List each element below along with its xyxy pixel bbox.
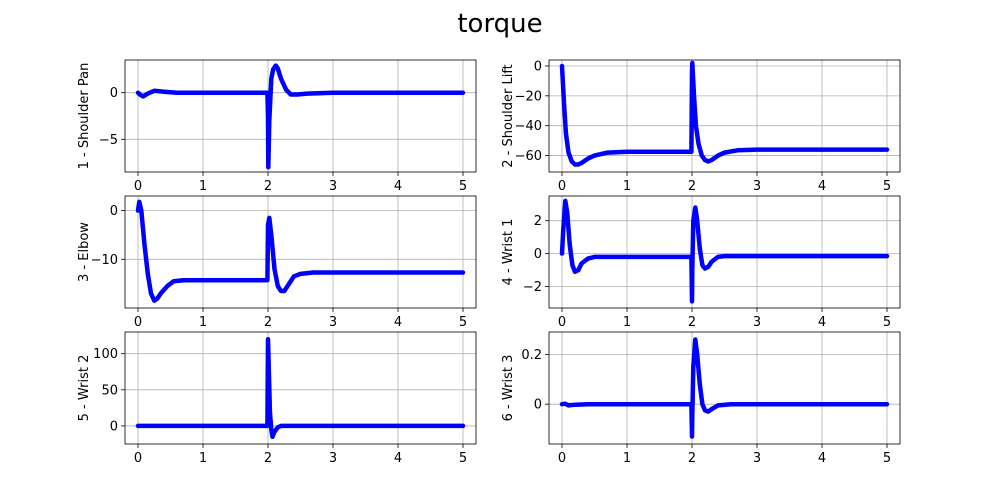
y-tick-label: −40 bbox=[515, 119, 542, 134]
x-tick-label: 2 bbox=[264, 179, 272, 194]
x-tick-label: 1 bbox=[623, 179, 631, 194]
x-tick-label: 1 bbox=[199, 315, 207, 330]
x-tick-label: 3 bbox=[329, 179, 337, 194]
y-tick-label: 0 bbox=[110, 86, 118, 101]
x-tick-label: 4 bbox=[818, 179, 826, 194]
series-line-1 bbox=[135, 63, 466, 170]
y-tick-label: 0 bbox=[534, 247, 542, 262]
x-tick-label: 2 bbox=[264, 315, 272, 330]
x-tick-label: 0 bbox=[134, 315, 142, 330]
x-tick-label: 4 bbox=[394, 451, 402, 466]
y-tick-label: 0 bbox=[110, 204, 118, 219]
x-tick-label: 0 bbox=[558, 179, 566, 194]
x-tick-label: 5 bbox=[883, 315, 891, 330]
axes-frame bbox=[124, 59, 477, 173]
subplot-4: 0 1 2 3 4 5 2 0 −2 4 - Wrist 1 bbox=[501, 195, 901, 330]
subplot-2: 0 1 2 3 4 5 0 −20 −40 −602 - Shoulder Lift bbox=[501, 59, 901, 194]
x-tick-label: 0 bbox=[134, 179, 142, 194]
x-tick-label: 4 bbox=[394, 179, 402, 194]
x-tick-label: 5 bbox=[459, 451, 467, 466]
y-tick-label: 2 bbox=[534, 214, 542, 229]
x-tick-label: 5 bbox=[459, 315, 467, 330]
x-tick-label: 3 bbox=[329, 451, 337, 466]
axes-frame bbox=[124, 331, 477, 445]
x-tick-label: 0 bbox=[558, 451, 566, 466]
y-axis-label: 2 - Shoulder Lift bbox=[501, 64, 516, 168]
y-tick-label: −10 bbox=[91, 253, 118, 268]
series-line-1 bbox=[559, 337, 890, 439]
y-tick-label: −20 bbox=[515, 89, 542, 104]
x-tick-label: 1 bbox=[623, 315, 631, 330]
x-tick-label: 2 bbox=[688, 179, 696, 194]
axes-frame bbox=[548, 59, 901, 173]
y-axis-label: 1 - Shoulder Pan bbox=[77, 63, 92, 170]
x-tick-label: 3 bbox=[753, 451, 761, 466]
x-tick-label: 4 bbox=[394, 315, 402, 330]
x-tick-label: 0 bbox=[558, 315, 566, 330]
subplot-6: 0 1 2 3 4 5 0.2 0 6 - Wrist 3 bbox=[501, 331, 901, 466]
series-line-1 bbox=[559, 60, 890, 167]
x-tick-label: 3 bbox=[753, 179, 761, 194]
y-tick-label: −5 bbox=[99, 133, 118, 148]
x-tick-label: 5 bbox=[883, 451, 891, 466]
series-line-1 bbox=[135, 336, 466, 440]
y-axis-label: 4 - Wrist 1 bbox=[501, 219, 516, 286]
x-tick-label: 1 bbox=[199, 451, 207, 466]
x-tick-label: 5 bbox=[459, 179, 467, 194]
y-tick-label: 0 bbox=[534, 398, 542, 413]
y-tick-label: 50 bbox=[101, 383, 118, 398]
series-line-1 bbox=[559, 198, 890, 304]
axes-frame bbox=[548, 195, 901, 309]
y-tick-label: 0.2 bbox=[521, 348, 542, 363]
y-axis-label: 5 - Wrist 2 bbox=[77, 355, 92, 422]
x-tick-label: 3 bbox=[329, 315, 337, 330]
y-tick-label: 0 bbox=[534, 59, 542, 74]
y-axis-label: 3 - Elbow bbox=[77, 222, 92, 282]
series-line-1 bbox=[135, 199, 466, 303]
x-tick-label: 2 bbox=[688, 315, 696, 330]
x-tick-label: 1 bbox=[623, 451, 631, 466]
subplot-1: 0 1 2 3 4 5 0 −5 1 - Shoulder Pan bbox=[77, 59, 477, 194]
y-tick-label: 100 bbox=[93, 347, 118, 362]
x-tick-label: 1 bbox=[199, 179, 207, 194]
subplot-3: 0 1 2 3 4 5 0 −103 - Elbow bbox=[77, 195, 477, 330]
axes-frame bbox=[124, 195, 477, 309]
y-tick-label: 0 bbox=[110, 419, 118, 434]
x-tick-label: 3 bbox=[753, 315, 761, 330]
y-tick-label: −60 bbox=[515, 149, 542, 164]
x-tick-label: 2 bbox=[688, 451, 696, 466]
x-tick-label: 2 bbox=[264, 451, 272, 466]
x-tick-label: 4 bbox=[818, 451, 826, 466]
y-tick-label: −2 bbox=[523, 280, 542, 295]
x-tick-label: 4 bbox=[818, 315, 826, 330]
x-tick-label: 5 bbox=[883, 179, 891, 194]
x-tick-label: 0 bbox=[134, 451, 142, 466]
axes-frame bbox=[548, 331, 901, 445]
figure-title: torque bbox=[457, 9, 542, 39]
y-axis-label: 6 - Wrist 3 bbox=[501, 355, 516, 422]
